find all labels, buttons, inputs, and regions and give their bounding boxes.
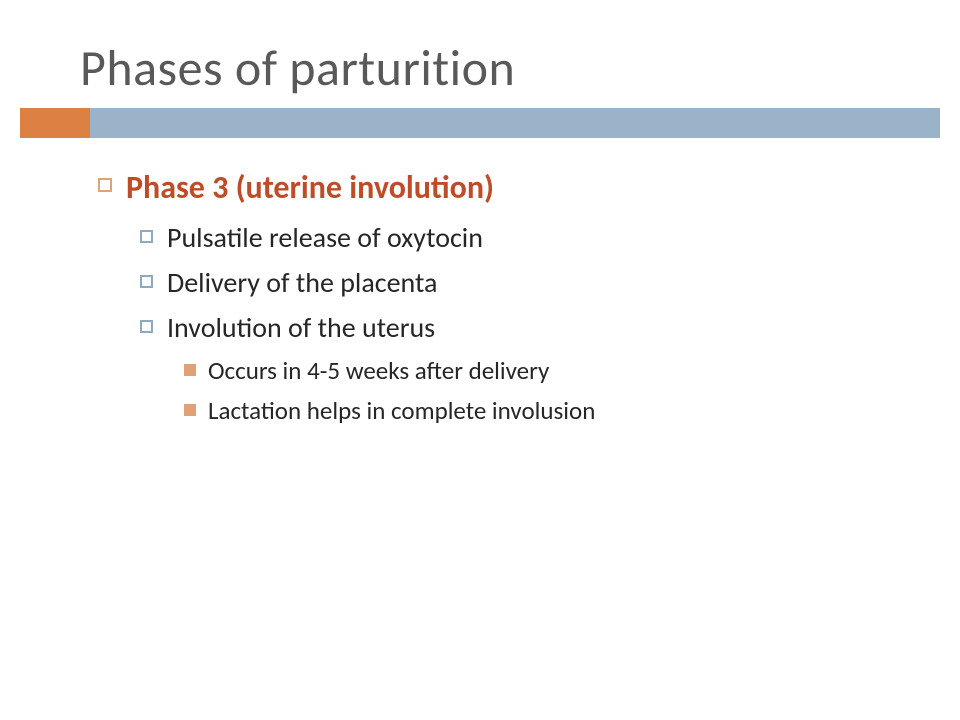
item-text: Pulsatile release of oxytocin	[167, 220, 483, 255]
slide: Phases of parturition Phase 3 (uterine i…	[0, 0, 960, 720]
list-item: Pulsatile release of oxytocin	[140, 220, 900, 255]
list-subitem: Occurs in 4-5 weeks after delivery	[184, 355, 900, 386]
square-bullet-icon	[140, 320, 153, 333]
square-bullet-icon	[98, 178, 112, 192]
heading-text: Phase 3 (uterine involution)	[126, 168, 494, 208]
list-item: Involution of the uterus	[140, 310, 900, 345]
item-text: Delivery of the placenta	[167, 265, 437, 300]
square-bullet-icon	[140, 230, 153, 243]
subitem-text: Lactation helps in complete involusion	[208, 395, 595, 426]
list-item: Delivery of the placenta	[140, 265, 900, 300]
accent-bar	[20, 108, 90, 138]
content-area: Phase 3 (uterine involution) Pulsatile r…	[98, 168, 900, 436]
subitem-text: Occurs in 4-5 weeks after delivery	[208, 355, 549, 386]
solid-square-bullet-icon	[184, 364, 196, 376]
list-subitem: Lactation helps in complete involusion	[184, 395, 900, 426]
list-item-heading: Phase 3 (uterine involution)	[98, 168, 900, 208]
square-bullet-icon	[140, 275, 153, 288]
item-text: Involution of the uterus	[167, 310, 435, 345]
rule-bar	[90, 108, 940, 138]
solid-square-bullet-icon	[184, 404, 196, 416]
slide-title: Phases of parturition	[80, 38, 515, 99]
